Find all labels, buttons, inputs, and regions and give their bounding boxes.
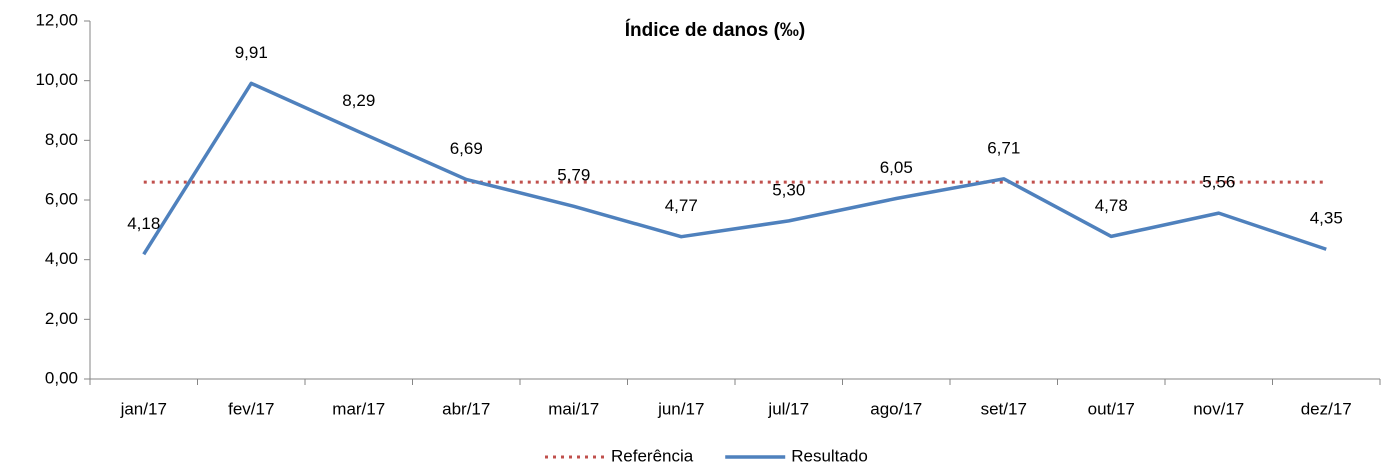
data-label: 5,56 bbox=[1202, 173, 1235, 192]
data-label: 4,35 bbox=[1310, 209, 1343, 228]
y-tick-label: 10,00 bbox=[35, 70, 78, 89]
y-tick-label: 4,00 bbox=[45, 249, 78, 268]
data-label: 6,05 bbox=[880, 158, 913, 177]
data-label: 5,79 bbox=[557, 166, 590, 185]
x-tick-label: out/17 bbox=[1088, 399, 1135, 418]
x-tick-label: mar/17 bbox=[332, 399, 385, 418]
data-label: 4,77 bbox=[665, 196, 698, 215]
y-tick-label: 6,00 bbox=[45, 189, 78, 208]
data-label: 6,71 bbox=[987, 138, 1020, 157]
x-tick-label: nov/17 bbox=[1193, 399, 1244, 418]
data-label: 9,91 bbox=[235, 43, 268, 62]
legend-label: Referência bbox=[611, 446, 694, 465]
y-tick-label: 8,00 bbox=[45, 130, 78, 149]
data-label: 4,18 bbox=[127, 214, 160, 233]
x-tick-label: fev/17 bbox=[228, 399, 274, 418]
x-tick-label: mai/17 bbox=[548, 399, 599, 418]
data-label: 6,69 bbox=[450, 139, 483, 158]
y-tick-label: 0,00 bbox=[45, 368, 78, 387]
data-label: 8,29 bbox=[342, 91, 375, 110]
series-line bbox=[142, 81, 1327, 256]
legend-label: Resultado bbox=[791, 446, 868, 465]
chart-title: Índice de danos (‰) bbox=[625, 19, 806, 41]
x-tick-label: dez/17 bbox=[1301, 399, 1352, 418]
x-tick-label: jul/17 bbox=[767, 399, 809, 418]
x-tick-label: jan/17 bbox=[120, 399, 167, 418]
data-label: 4,78 bbox=[1095, 196, 1128, 215]
x-tick-label: ago/17 bbox=[870, 399, 922, 418]
y-tick-label: 12,00 bbox=[35, 10, 78, 29]
x-tick-label: abr/17 bbox=[442, 399, 490, 418]
x-tick-label: set/17 bbox=[981, 399, 1027, 418]
y-tick-label: 2,00 bbox=[45, 309, 78, 328]
data-label: 5,30 bbox=[772, 180, 805, 199]
x-tick-label: jun/17 bbox=[657, 399, 704, 418]
